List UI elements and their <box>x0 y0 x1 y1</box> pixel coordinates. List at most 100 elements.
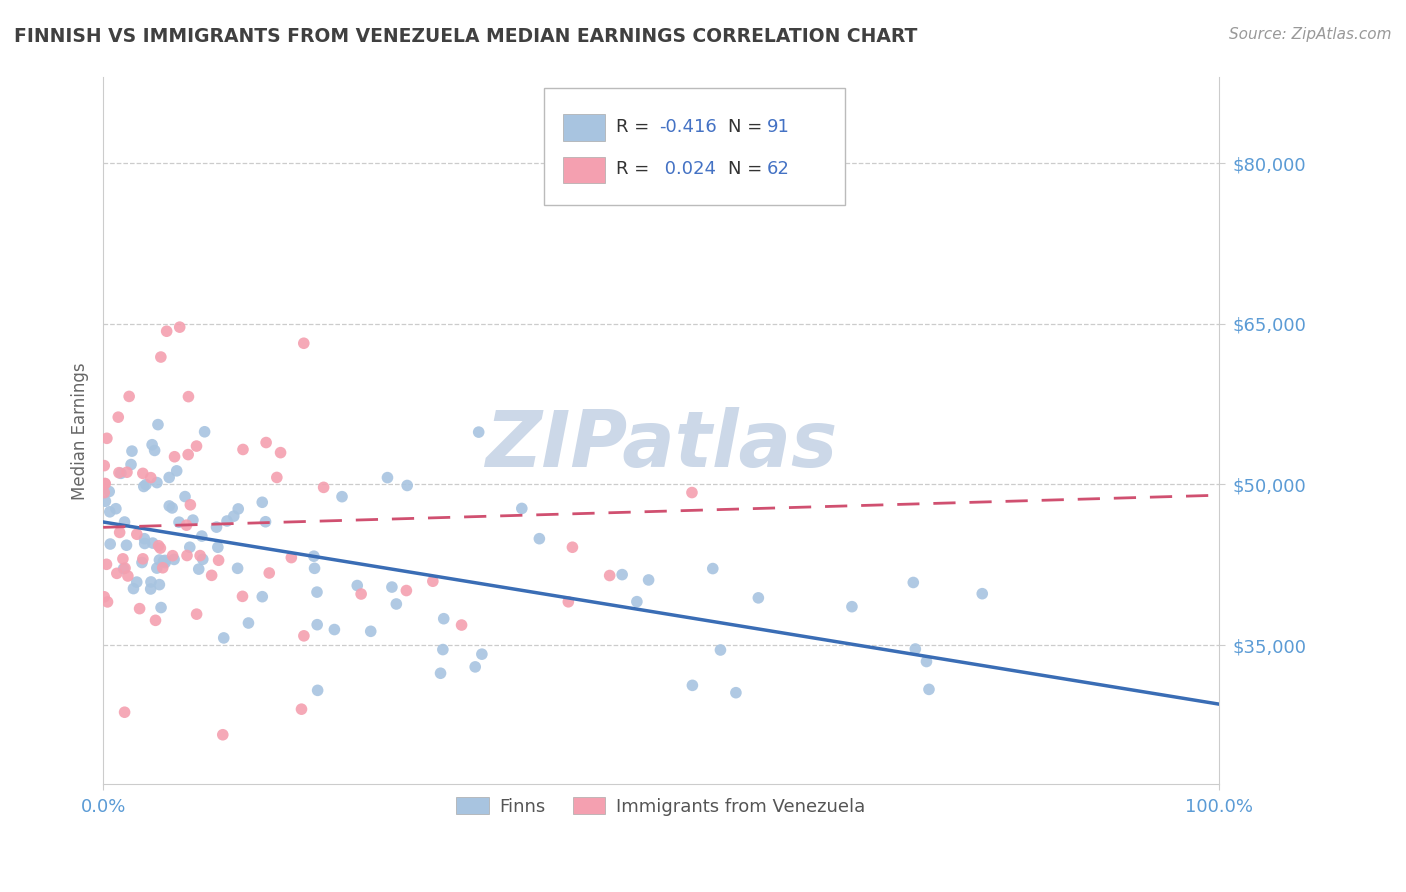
Point <box>429 666 451 681</box>
Point <box>162 549 184 563</box>
Point <box>231 590 253 604</box>
Point <box>232 442 254 457</box>
Point <box>125 527 148 541</box>
Text: 91: 91 <box>766 118 790 136</box>
Point <box>252 495 274 509</box>
Point <box>142 536 165 550</box>
Point <box>98 484 121 499</box>
Point <box>904 642 927 657</box>
Point <box>266 470 288 484</box>
Point <box>152 554 174 568</box>
Text: R =: R = <box>616 118 655 136</box>
Point <box>205 520 228 534</box>
Point <box>148 577 170 591</box>
Point <box>94 494 117 508</box>
Point <box>115 538 138 552</box>
Point <box>346 578 368 592</box>
Point <box>252 590 274 604</box>
Point <box>134 532 156 546</box>
Point <box>141 438 163 452</box>
Point <box>93 485 115 500</box>
Point <box>432 642 454 657</box>
Point <box>149 541 172 555</box>
Point <box>302 549 325 564</box>
Point <box>132 552 155 566</box>
Point <box>121 444 143 458</box>
Point <box>181 513 204 527</box>
Point <box>179 540 201 554</box>
Point <box>254 435 277 450</box>
Point <box>307 683 329 698</box>
Point <box>120 458 142 472</box>
Point <box>305 585 328 599</box>
Point <box>270 445 292 459</box>
Point <box>188 549 211 563</box>
Point <box>312 480 335 494</box>
Point <box>561 540 583 554</box>
Point <box>114 705 136 719</box>
Point <box>186 439 208 453</box>
Point <box>96 595 118 609</box>
Point <box>118 389 141 403</box>
Point <box>139 582 162 596</box>
Point <box>350 587 373 601</box>
Point <box>450 618 472 632</box>
Point <box>304 561 326 575</box>
Point <box>110 467 132 481</box>
Point <box>131 556 153 570</box>
Point <box>167 515 190 529</box>
Point <box>157 470 180 484</box>
Point <box>134 536 156 550</box>
Point <box>148 553 170 567</box>
Point <box>226 561 249 575</box>
Point <box>146 417 169 432</box>
Point <box>510 501 533 516</box>
FancyBboxPatch shape <box>544 88 845 204</box>
Point <box>169 320 191 334</box>
Point <box>186 607 208 622</box>
Point <box>238 615 260 630</box>
Point <box>135 477 157 491</box>
Point <box>385 597 408 611</box>
Point <box>747 591 769 605</box>
Point <box>207 553 229 567</box>
Point <box>395 583 418 598</box>
FancyBboxPatch shape <box>562 157 605 184</box>
Point <box>153 553 176 567</box>
Point <box>115 465 138 479</box>
Point <box>330 490 353 504</box>
Point <box>94 476 117 491</box>
Point <box>292 629 315 643</box>
Point <box>702 561 724 575</box>
Point <box>226 502 249 516</box>
FancyBboxPatch shape <box>562 114 605 141</box>
Point <box>191 529 214 543</box>
Point <box>150 600 173 615</box>
Point <box>212 631 235 645</box>
Text: Source: ZipAtlas.com: Source: ZipAtlas.com <box>1229 27 1392 42</box>
Point <box>177 390 200 404</box>
Point <box>143 443 166 458</box>
Point <box>94 476 117 491</box>
Point <box>156 324 179 338</box>
Point <box>681 678 703 692</box>
Point <box>176 518 198 533</box>
Point <box>107 410 129 425</box>
Text: R =: R = <box>616 161 655 178</box>
Text: FINNISH VS IMMIGRANTS FROM VENEZUELA MEDIAN EARNINGS CORRELATION CHART: FINNISH VS IMMIGRANTS FROM VENEZUELA MED… <box>14 27 918 45</box>
Point <box>201 568 224 582</box>
Point <box>98 505 121 519</box>
Point <box>149 350 172 364</box>
Point <box>146 561 169 575</box>
Point <box>139 470 162 484</box>
Point <box>187 562 209 576</box>
Text: N =: N = <box>728 161 768 178</box>
Point <box>114 515 136 529</box>
Point <box>709 643 731 657</box>
Point <box>125 575 148 590</box>
Point <box>557 595 579 609</box>
Point <box>128 601 150 615</box>
Point <box>254 515 277 529</box>
Y-axis label: Median Earnings: Median Earnings <box>72 362 89 500</box>
Point <box>257 566 280 580</box>
